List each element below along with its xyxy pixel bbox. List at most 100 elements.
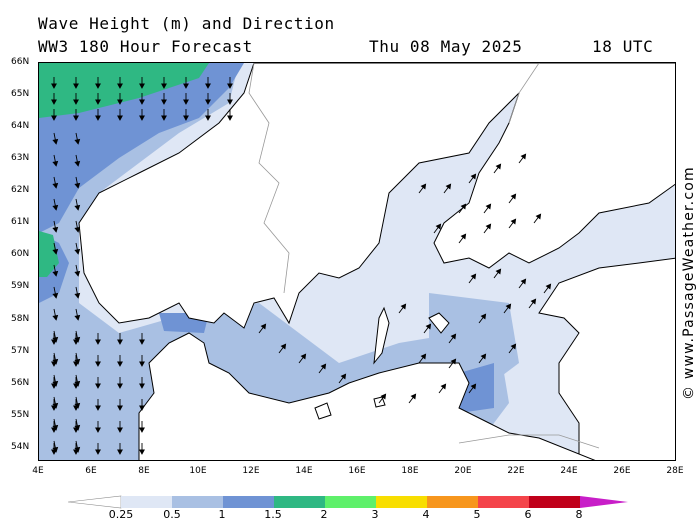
wave-arrow-head (520, 278, 527, 285)
wave-arrow-head (117, 339, 123, 345)
wave-arrow-head (139, 99, 145, 105)
wave-arrow-head (205, 99, 211, 105)
forecast-date: Thu 08 May 2025 (369, 37, 523, 56)
wave-arrow-head (535, 213, 542, 220)
land-baltics (538, 257, 675, 460)
wave-arrow-head (410, 393, 417, 400)
wave-zone-higher (39, 63, 209, 118)
legend-swatch (478, 496, 529, 508)
wave-arrow-head (73, 339, 79, 345)
wave-arrow-head (51, 383, 57, 389)
wave-arrow-head (450, 333, 457, 340)
legend-swatch (223, 496, 274, 508)
wave-arrow-head (260, 323, 267, 330)
wave-arrow-head (300, 353, 307, 360)
wave-arrow-head (425, 323, 432, 330)
wave-arrow-head (95, 115, 101, 121)
wave-arrow-head (51, 339, 57, 345)
wave-arrow-head (73, 405, 79, 411)
lon-label: 24E (560, 466, 578, 476)
wave-arrow-head (139, 405, 145, 411)
wave-arrow-head (470, 383, 477, 390)
wave-arrow-head (530, 298, 537, 305)
wave-arrow-head (95, 339, 101, 345)
wave-arrow-head (117, 449, 123, 455)
wave-arrow-head (117, 115, 123, 121)
lat-label: 56N (11, 378, 30, 388)
wave-arrow-head (510, 343, 517, 350)
lat-label: 58N (11, 314, 30, 324)
forecast-time: 18 UTC (592, 37, 654, 56)
wave-arrow-head (139, 427, 145, 433)
wave-arrow-head (485, 203, 492, 210)
lon-label: 14E (295, 466, 313, 476)
legend-label: 3 (371, 508, 379, 521)
border-poland (458, 434, 600, 449)
lat-label: 62N (11, 185, 30, 195)
border-norway-sweden (248, 63, 290, 294)
wave-arrow-head (450, 358, 457, 365)
lon-label: 16E (348, 466, 366, 476)
wave-arrow-head (495, 163, 502, 170)
wave-arrow-head (73, 83, 79, 89)
wave-arrow-head (52, 292, 59, 299)
wave-arrow-head (435, 223, 442, 230)
lat-label: 63N (11, 153, 30, 163)
wave-arrow-head (183, 99, 189, 105)
wave-arrow-head (139, 339, 145, 345)
legend-swatch (172, 496, 223, 508)
lat-label: 65N (11, 89, 30, 99)
wave-arrow-head (52, 160, 59, 167)
legend-swatch (325, 496, 376, 508)
wave-arrow-head (510, 193, 517, 200)
lon-label: 22E (507, 466, 525, 476)
lon-label: 20E (454, 466, 472, 476)
wave-arrow-head (480, 353, 487, 360)
legend-swatch (529, 496, 580, 508)
legend-label: 1.5 (264, 508, 282, 521)
lat-label: 64N (11, 121, 30, 131)
wave-arrow-head (440, 383, 447, 390)
wave-arrow-head (73, 99, 79, 105)
wave-arrow-head (205, 115, 211, 121)
wave-arrow-head (420, 353, 427, 360)
wave-arrow-head (95, 427, 101, 433)
legend-swatch (580, 496, 628, 508)
wave-arrow-head (74, 226, 81, 233)
wave-arrow-head (117, 99, 123, 105)
legend-label: 4 (422, 508, 430, 521)
wave-arrow-head (51, 427, 57, 433)
wave-arrow-head (52, 270, 59, 277)
legend-swatch (427, 496, 478, 508)
wave-arrow-head (95, 99, 101, 105)
credit-watermark: © www.PassageWeather.com (681, 166, 697, 400)
wave-arrow-head (74, 314, 81, 321)
wave-arrow-head (470, 273, 477, 280)
wave-arrow-head (227, 83, 233, 89)
lat-label: 61N (11, 217, 30, 227)
legend-label: 2 (320, 508, 328, 521)
wave-arrow-head (73, 115, 79, 121)
map-area (38, 62, 676, 461)
lon-label: 28E (666, 466, 684, 476)
wave-arrow-head (73, 383, 79, 389)
lon-label: 26E (613, 466, 631, 476)
wave-arrow-head (460, 233, 467, 240)
legend-swatch (376, 496, 427, 508)
wave-arrow-head (139, 115, 145, 121)
legend-swatch (274, 496, 325, 508)
wave-arrow-head (74, 160, 81, 167)
wave-arrow-head (205, 83, 211, 89)
wave-arrow-head (51, 361, 57, 367)
lon-label: 10E (189, 466, 207, 476)
wave-arrow-head (51, 449, 57, 455)
legend-label: 1 (218, 508, 226, 521)
legend-label: 0.5 (163, 508, 181, 521)
wave-arrow-head (52, 226, 59, 233)
map-canvas (39, 63, 675, 460)
wave-arrow-head (117, 361, 123, 367)
color-legend (68, 495, 628, 509)
lat-label: 57N (11, 346, 30, 356)
wave-arrow-head (380, 393, 387, 400)
wave-arrow-head (74, 138, 81, 145)
